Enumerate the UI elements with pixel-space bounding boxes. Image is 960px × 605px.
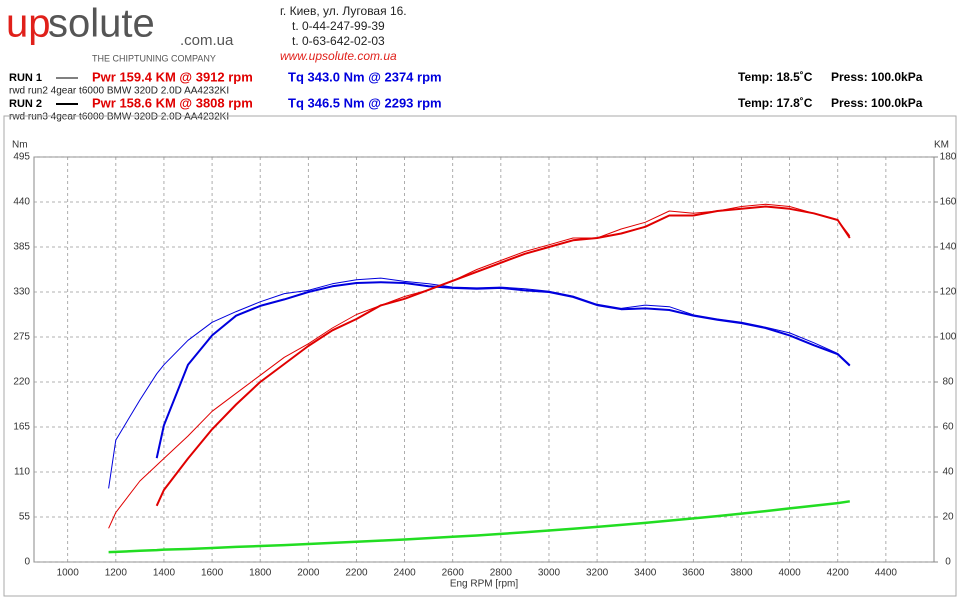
x-tick-label: 3200	[586, 568, 609, 579]
curve	[155, 205, 851, 507]
run-legend: RUN 1 Pwr 159.4 KM @ 3912 rpm Tq 343.0 Nm …	[9, 69, 923, 122]
curve	[108, 203, 851, 529]
logo-domain: .com.ua	[180, 32, 234, 49]
y-tick-label: 110	[14, 467, 30, 478]
y2-tick-label: 180	[940, 152, 957, 163]
x-tick-label: 4200	[827, 568, 850, 579]
run-power: Pwr 158.6 KM @ 3808 rpm	[92, 95, 253, 110]
curve	[108, 500, 850, 554]
phone: t. 0-44-247-99-39	[292, 19, 385, 33]
x-tick-label: 1600	[201, 568, 224, 579]
y-axis-label: Nm	[12, 140, 28, 151]
run-power: Pwr 159.4 KM @ 3912 rpm	[92, 69, 253, 84]
x-tick-label: 4400	[875, 568, 898, 579]
run-press: Press: 100.0kPa	[831, 96, 923, 110]
x-tick-label: 1400	[153, 568, 176, 579]
phone: t. 0-63-642-02-03	[292, 34, 385, 48]
run-label: RUN 2	[9, 98, 42, 110]
x-tick-label: 2400	[393, 568, 416, 579]
x-tick-label: 2600	[442, 568, 465, 579]
y-tick-label: 495	[13, 152, 30, 163]
y2-tick-label: 100	[940, 332, 957, 343]
run-torque: Tq 343.0 Nm @ 2374 rpm	[288, 69, 442, 84]
y-tick-label: 0	[24, 557, 30, 568]
y2-tick-label: 120	[940, 287, 957, 298]
y2-tick-label: 60	[942, 422, 954, 433]
y-tick-label: 275	[13, 332, 30, 343]
x-tick-label: 1000	[57, 568, 80, 579]
y2-axis-label: KM	[934, 140, 949, 151]
y2-tick-label: 80	[942, 377, 954, 388]
x-tick-label: 1200	[105, 568, 128, 579]
x-tick-label: 2800	[490, 568, 513, 579]
y2-tick-label: 140	[940, 242, 957, 253]
plot: 1000 1200 1400 1600 1800 2000 2200 2400 2600 2800…	[12, 140, 957, 590]
y2-tick-label: 20	[942, 512, 954, 523]
logo-main: solute	[48, 2, 155, 46]
y-tick-label: 165	[13, 422, 30, 433]
frame	[3, 115, 957, 597]
run-label: RUN 1	[9, 72, 42, 84]
logo-tagline: THE CHIPTUNING COMPANY	[92, 53, 216, 63]
run-temp: Temp: 17.8˚C	[738, 96, 813, 110]
logo-prefix: up	[6, 2, 51, 46]
x-tick-label: 2000	[297, 568, 320, 579]
y-tick-label: 330	[13, 287, 30, 298]
run-temp: Temp: 18.5˚C	[738, 70, 813, 84]
run-description: rwd run2 4gear t6000 BMW 320D 2.0D AA423…	[9, 86, 229, 97]
x-tick-label: 3400	[634, 568, 657, 579]
y-tick-label: 55	[19, 512, 31, 523]
x-axis-label: Eng RPM [rpm]	[450, 579, 519, 590]
x-tick-label: 1800	[249, 568, 272, 579]
x-tick-label: 3000	[538, 568, 561, 579]
x-tick-label: 3800	[730, 568, 753, 579]
y-tick-label: 440	[13, 197, 30, 208]
x-tick-label: 3600	[682, 568, 705, 579]
website: www.upsolute.com.ua	[280, 49, 397, 63]
y2-tick-label: 0	[945, 557, 951, 568]
y2-tick-label: 160	[940, 197, 957, 208]
y-tick-label: 385	[13, 242, 30, 253]
run-description: rwd run3 4gear t6000 BMW 320D 2.0D AA423…	[9, 112, 229, 123]
x-tick-label: 4000	[778, 568, 801, 579]
plot-area	[33, 156, 935, 563]
curve	[155, 281, 851, 459]
y2-tick-label: 40	[942, 467, 954, 478]
y-tick-label: 220	[13, 377, 30, 388]
run-torque: Tq 346.5 Nm @ 2293 rpm	[288, 95, 442, 110]
x-tick-label: 2200	[345, 568, 368, 579]
address: г. Киев, ул. Луговая 16.	[280, 4, 407, 18]
run-press: Press: 100.0kPa	[831, 70, 923, 84]
